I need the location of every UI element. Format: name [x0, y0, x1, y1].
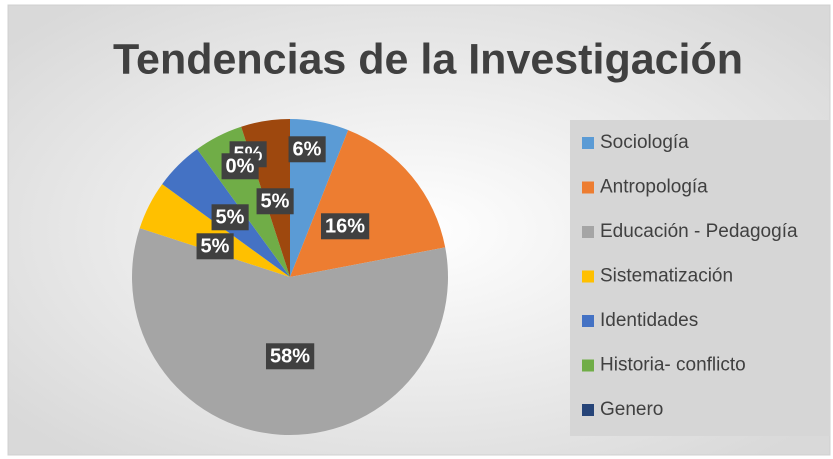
- data-label: 5%: [216, 206, 245, 228]
- data-label-box: [265, 343, 315, 370]
- pie-slice: [290, 130, 446, 277]
- data-label: 5%: [201, 235, 230, 257]
- data-label-box: [256, 188, 294, 215]
- legend-swatch: [582, 181, 594, 194]
- legend-swatch: [582, 270, 594, 283]
- data-label-box: [221, 153, 259, 180]
- legend-swatch: [582, 315, 594, 327]
- pie-slice: [132, 228, 448, 435]
- legend-swatch: [582, 404, 594, 416]
- data-label: 5%: [261, 190, 290, 212]
- pie-slice: [139, 184, 290, 277]
- data-label: 0%: [226, 155, 255, 177]
- legend-label: Identidades: [600, 310, 698, 331]
- legend-box: [570, 120, 830, 436]
- pie-slice: [197, 126, 290, 278]
- legend-swatch: [582, 359, 594, 372]
- legend-swatch: [582, 137, 594, 149]
- data-label-box: [288, 136, 326, 163]
- data-label-box: [211, 204, 249, 231]
- legend-label: Historia- conflicto: [600, 355, 746, 376]
- legend-label: Genero: [600, 399, 663, 420]
- data-label-box: [196, 233, 234, 260]
- legend-label: Sistematización: [600, 266, 733, 287]
- data-label-box: [320, 213, 370, 240]
- data-label: 16%: [325, 215, 365, 237]
- legend-label: Sociología: [600, 132, 689, 153]
- legend-label: Antropología: [600, 177, 708, 198]
- data-label: 6%: [293, 138, 322, 160]
- legend-label: Educación - Pedagogía: [600, 221, 798, 242]
- data-label: 58%: [270, 345, 310, 367]
- legend-swatch: [582, 226, 594, 238]
- chart-title: Tendencias de la Investigación: [113, 35, 743, 83]
